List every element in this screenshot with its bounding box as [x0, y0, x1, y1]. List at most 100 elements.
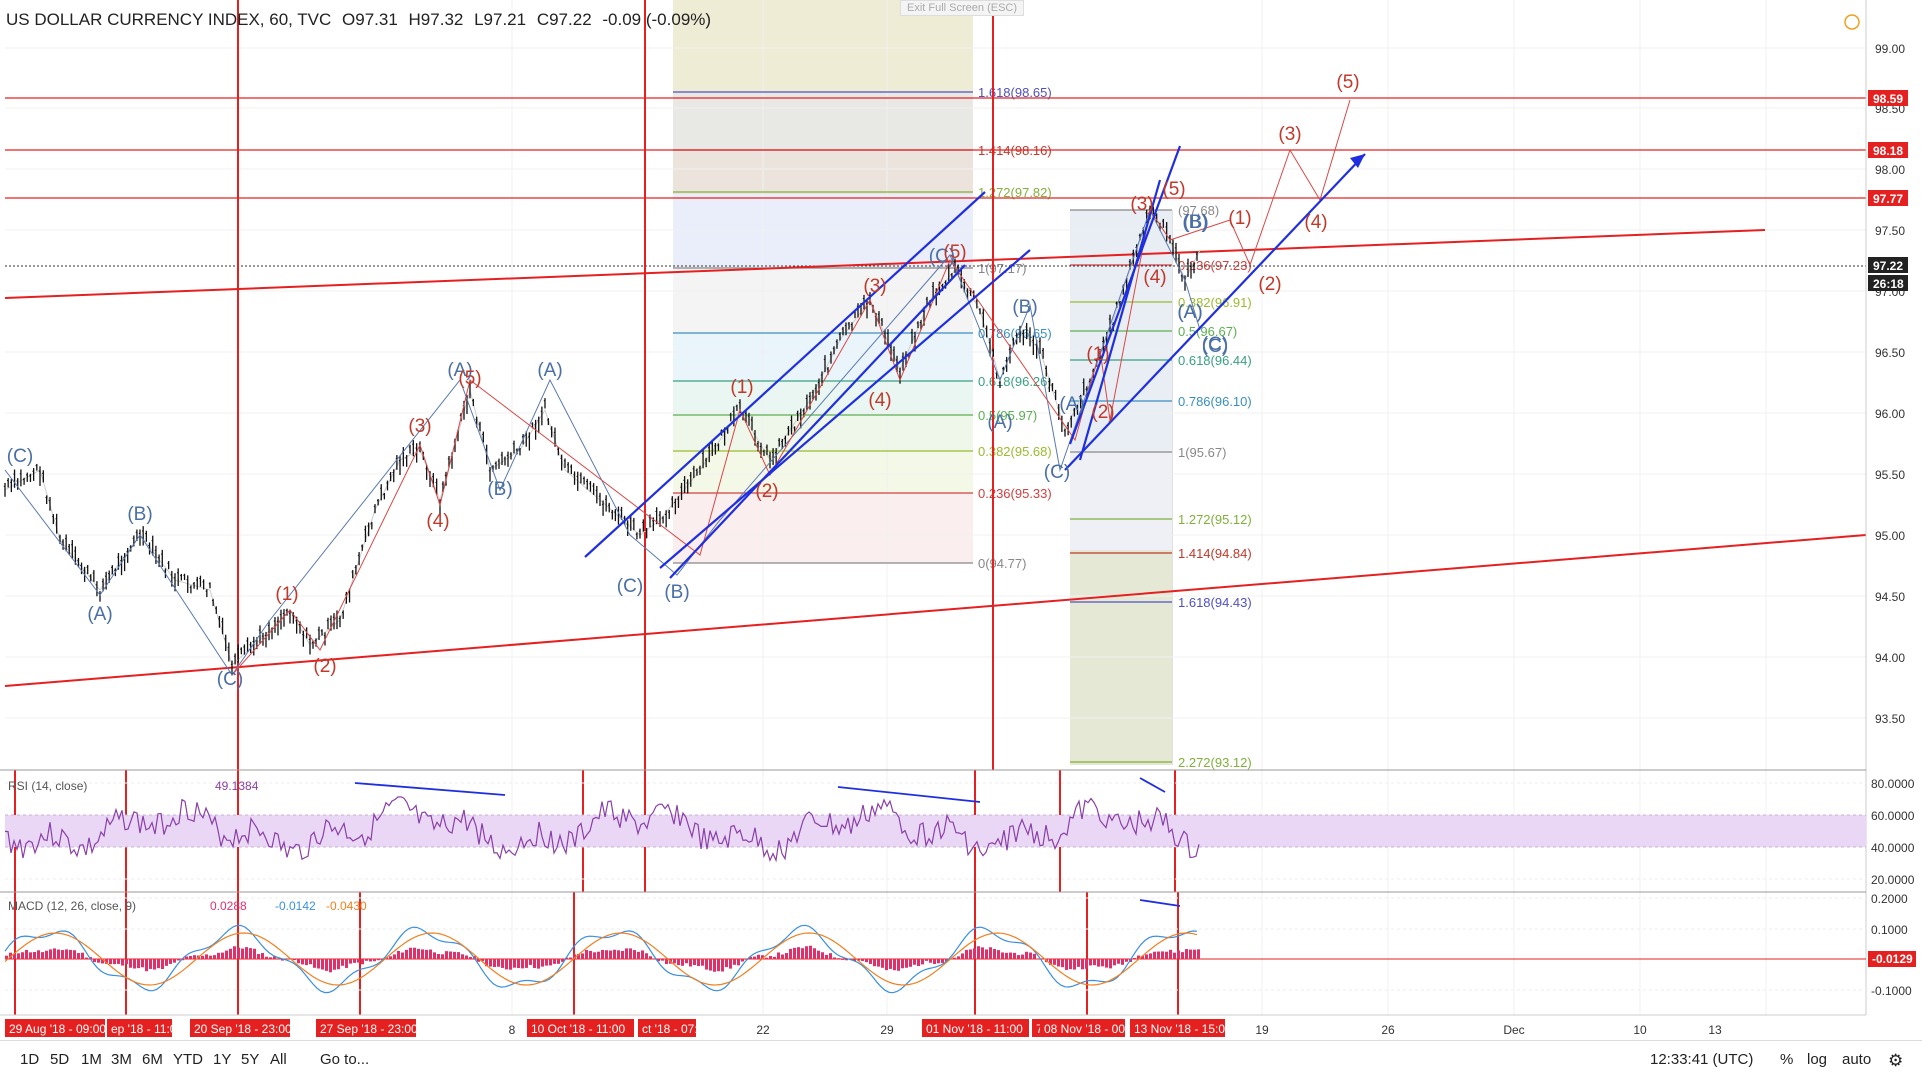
macd-histogram-bar — [61, 950, 64, 959]
macd-histogram-bar — [825, 955, 828, 959]
macd-histogram-bar — [545, 959, 548, 966]
macd-histogram-bar — [721, 959, 724, 971]
open-value: O97.31 — [342, 10, 398, 29]
fib-zone — [673, 451, 973, 493]
wave-label-red: (3) — [408, 416, 431, 437]
macd-histogram-bar — [1109, 959, 1112, 968]
macd-histogram-bar — [1173, 953, 1176, 959]
macd-histogram-bar — [1161, 951, 1164, 959]
timeframe-all[interactable]: All — [270, 1051, 287, 1068]
rsi-title: RSI (14, close) — [8, 779, 87, 793]
macd-histogram-bar — [693, 959, 696, 965]
timeframe-5y[interactable]: 5Y — [241, 1051, 259, 1068]
price-tag-label: 98.59 — [1873, 92, 1903, 106]
settings-gear-icon[interactable]: ⚙ — [1888, 1051, 1903, 1071]
macd-histogram-bar — [249, 948, 252, 959]
macd-histogram-bar — [921, 959, 924, 964]
macd-histogram-bar — [237, 948, 240, 959]
macd-histogram-bar — [93, 959, 96, 962]
macd-histogram-bar — [517, 959, 520, 968]
fib-zone-right — [1070, 210, 1172, 450]
time-axis-tick: 29 — [880, 1023, 894, 1037]
fib-zone — [673, 152, 973, 194]
wave-label-red: (5) — [458, 368, 481, 389]
log-toggle[interactable]: log — [1807, 1051, 1827, 1068]
macd-histogram-bar — [793, 948, 796, 959]
utc-clock[interactable]: 12:33:41 (UTC) — [1650, 1051, 1753, 1068]
macd-histogram-bar — [1089, 959, 1092, 965]
timeframe-1m[interactable]: 1M — [81, 1051, 102, 1068]
timeframe-5d[interactable]: 5D — [50, 1051, 69, 1068]
macd-histogram-bar — [41, 952, 44, 959]
macd-histogram-bar — [257, 954, 260, 959]
macd-histogram-bar — [17, 953, 20, 959]
fib-level-label: 1(95.67) — [1178, 445, 1226, 460]
macd-histogram-bar — [713, 959, 716, 972]
macd-histogram-bar — [733, 959, 736, 965]
macd-histogram-bar — [541, 959, 544, 967]
macd-histogram-bar — [21, 952, 24, 959]
macd-histogram-bar — [429, 950, 432, 959]
macd-histogram-bar — [433, 952, 436, 959]
macd-histogram-bar — [97, 959, 100, 963]
macd-histogram-bar — [129, 959, 132, 968]
time-tag-label: 01 Nov '18 - 11:00 — [926, 1022, 1023, 1036]
timeframe-3m[interactable]: 3M — [111, 1051, 132, 1068]
macd-histogram-bar — [805, 946, 808, 959]
percent-toggle[interactable]: % — [1780, 1051, 1793, 1068]
macd-histogram-bar — [509, 959, 512, 970]
macd-histogram-bar — [73, 950, 76, 959]
macd-histogram-bar — [1149, 953, 1152, 959]
macd-histogram-bar — [1053, 959, 1056, 965]
macd-histogram-bar — [525, 959, 528, 968]
macd-histogram-bar — [169, 959, 172, 964]
time-tag-label: ct '18 - 07:00 — [642, 1022, 711, 1036]
wave-label-blue: (B) — [1012, 297, 1037, 318]
rsi-axis-tick: 80.0000 — [1871, 777, 1915, 791]
price-axis-tick: 97.50 — [1875, 224, 1905, 238]
macd-histogram-bar — [833, 957, 836, 959]
timeframe-ytd[interactable]: YTD — [173, 1051, 203, 1068]
wave-label-blue: (B) — [487, 479, 512, 500]
price-axis-tick: 94.50 — [1875, 590, 1905, 604]
wave-label-blue: (B) — [664, 582, 689, 603]
macd-histogram-bar — [373, 959, 376, 961]
macd-histogram-bar — [709, 959, 712, 971]
macd-histogram-bar — [861, 959, 864, 961]
macd-histogram-bar — [1113, 959, 1116, 965]
macd-histogram-bar — [765, 958, 768, 959]
fib-zone — [673, 92, 973, 152]
macd-histogram-bar — [33, 952, 36, 959]
auto-toggle[interactable]: auto — [1842, 1051, 1871, 1068]
macd-histogram-bar — [809, 946, 812, 959]
macd-histogram-bar — [965, 950, 968, 959]
wave-label-red: (4) — [1143, 267, 1166, 288]
macd-histogram-bar — [1185, 949, 1188, 959]
goto-button[interactable]: Go to... — [320, 1051, 369, 1068]
wave-label-blue: (A) — [1177, 302, 1202, 323]
macd-histogram-bar — [137, 959, 140, 968]
symbol-title[interactable]: US DOLLAR CURRENCY INDEX, 60, TVC — [6, 10, 331, 29]
macd-histogram-bar — [821, 952, 824, 959]
macd-histogram-bar — [305, 959, 308, 965]
macd-histogram-bar — [1065, 959, 1068, 970]
macd-histogram-bar — [349, 959, 352, 964]
timeframe-6m[interactable]: 6M — [142, 1051, 163, 1068]
macd-histogram-bar — [817, 951, 820, 959]
timeframe-1d[interactable]: 1D — [20, 1051, 39, 1068]
macd-histogram-bar — [245, 947, 248, 959]
time-axis-tick: 13 — [1708, 1023, 1722, 1037]
macd-histogram-bar — [297, 959, 300, 963]
macd-histogram-bar — [897, 959, 900, 971]
timeframe-1y[interactable]: 1Y — [213, 1051, 231, 1068]
exit-fullscreen-button[interactable]: Exit Full Screen (ESC) — [900, 0, 1024, 16]
time-tag-label: 29 Aug '18 - 09:00 — [9, 1022, 106, 1036]
macd-histogram-bar — [45, 951, 48, 959]
macd-histogram-bar — [457, 952, 460, 959]
macd-histogram-bar — [661, 959, 664, 961]
fib-level-label: 0.236(95.33) — [978, 486, 1052, 501]
wave-label-blue: (C) — [7, 446, 33, 467]
macd-histogram-bar — [925, 959, 928, 961]
macd-histogram-bar — [29, 952, 32, 959]
